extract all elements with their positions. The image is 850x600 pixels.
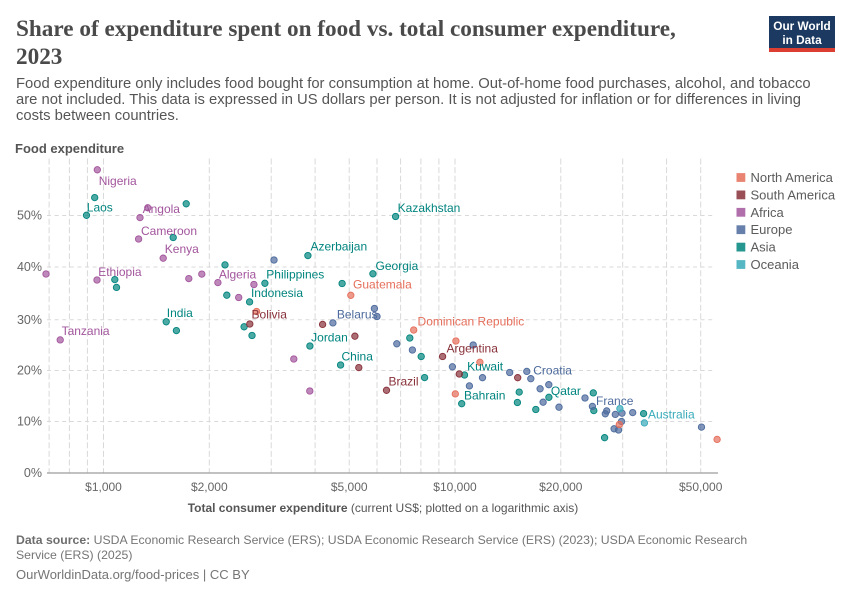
svg-text:$2,000: $2,000	[191, 480, 228, 494]
svg-text:Laos: Laos	[87, 200, 113, 214]
svg-text:Total consumer expenditure (cu: Total consumer expenditure (current US$;…	[188, 501, 579, 515]
svg-text:North America: North America	[751, 170, 834, 185]
svg-text:South America: South America	[751, 187, 836, 202]
svg-text:Ethiopia: Ethiopia	[98, 265, 142, 279]
svg-text:Angola: Angola	[143, 202, 181, 216]
svg-text:Asia: Asia	[751, 240, 777, 255]
svg-text:Algeria: Algeria	[219, 268, 257, 282]
svg-text:Brazil: Brazil	[388, 375, 418, 389]
svg-text:Nigeria: Nigeria	[99, 174, 137, 188]
svg-text:20%: 20%	[17, 364, 42, 378]
svg-text:Food expenditure: Food expenditure	[15, 141, 124, 156]
svg-text:Oceania: Oceania	[751, 257, 800, 272]
svg-text:Tanzania: Tanzania	[62, 324, 110, 338]
svg-text:Bolivia: Bolivia	[252, 308, 288, 322]
svg-text:10%: 10%	[17, 415, 42, 429]
svg-text:Qatar: Qatar	[551, 384, 581, 398]
svg-text:0%: 0%	[24, 466, 42, 480]
svg-text:Bahrain: Bahrain	[464, 389, 505, 403]
svg-text:$1,000: $1,000	[85, 480, 122, 494]
svg-text:$20,000: $20,000	[539, 480, 583, 494]
svg-text:France: France	[596, 394, 634, 408]
svg-text:Philippines: Philippines	[266, 268, 324, 282]
svg-text:50%: 50%	[17, 209, 42, 223]
svg-text:Azerbaijan: Azerbaijan	[310, 240, 367, 254]
svg-text:Dominican Republic: Dominican Republic	[418, 315, 525, 329]
svg-text:Argentina: Argentina	[447, 341, 499, 355]
svg-text:Belarus: Belarus	[337, 308, 378, 322]
svg-text:Kuwait: Kuwait	[467, 360, 504, 374]
svg-text:Africa: Africa	[751, 205, 785, 220]
svg-text:$50,000: $50,000	[679, 480, 723, 494]
svg-text:Kazakhstan: Kazakhstan	[398, 201, 461, 215]
svg-text:Croatia: Croatia	[533, 363, 572, 377]
svg-text:Jordan: Jordan	[311, 330, 348, 344]
svg-text:Kenya: Kenya	[165, 242, 199, 256]
svg-text:Cameroon: Cameroon	[141, 224, 197, 238]
svg-text:30%: 30%	[17, 313, 42, 327]
svg-text:Georgia: Georgia	[376, 259, 419, 273]
svg-text:Indonesia: Indonesia	[251, 286, 303, 300]
svg-text:India: India	[167, 306, 193, 320]
svg-text:40%: 40%	[17, 260, 42, 274]
svg-text:$10,000: $10,000	[433, 480, 477, 494]
svg-text:China: China	[342, 350, 374, 364]
svg-text:Guatemala: Guatemala	[353, 277, 412, 291]
svg-text:$5,000: $5,000	[331, 480, 368, 494]
svg-text:Europe: Europe	[751, 222, 793, 237]
svg-text:Australia: Australia	[648, 408, 695, 422]
